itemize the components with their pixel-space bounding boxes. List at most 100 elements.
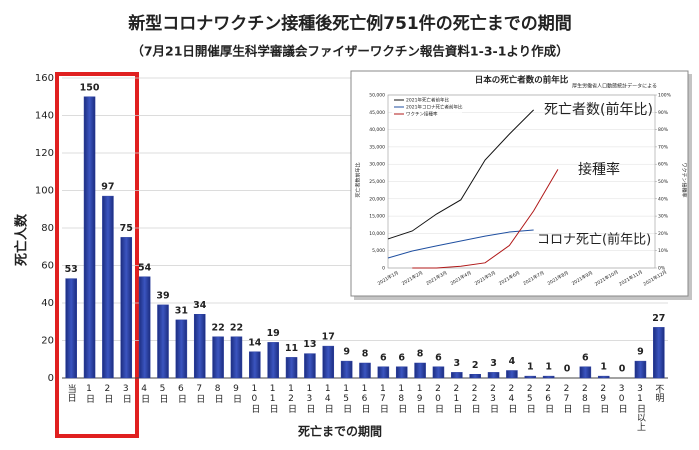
data-label: 9 <box>637 347 644 358</box>
x-tick-label: 22日 <box>470 384 480 413</box>
x-tick-label: 17日 <box>378 384 388 413</box>
x-tick-label: 7日 <box>194 384 204 403</box>
x-tick-label: 当日 <box>66 383 76 402</box>
y-tick-label: 45,000 <box>369 110 385 116</box>
y-tick-label: 10,000 <box>369 231 385 237</box>
bar <box>377 366 390 379</box>
inset <box>350 70 692 300</box>
bar <box>506 370 518 379</box>
bar <box>432 366 445 379</box>
bar <box>340 360 353 379</box>
bar <box>451 372 463 379</box>
y2-tick-label: 70% <box>658 144 669 150</box>
legend-label: 2021年死亡者前年比 <box>406 97 449 104</box>
data-label: 6 <box>380 352 387 363</box>
x-tick-label: 28日 <box>580 384 590 413</box>
annotation: コロナ死亡(前年比) <box>537 232 651 248</box>
data-label: 0 <box>619 364 626 375</box>
y-tick-label: 80 <box>41 223 54 234</box>
x-tick-label: 26日 <box>543 384 553 413</box>
bar <box>120 237 133 379</box>
y-tick-label: 0 <box>48 373 54 384</box>
y2-axis-label: ワクチン接種率 <box>681 162 688 197</box>
data-label: 27 <box>652 313 665 324</box>
x-tick-label: 13日 <box>304 384 314 413</box>
bar <box>304 353 316 379</box>
data-label: 6 <box>398 352 405 363</box>
y2-tick-label: 30% <box>658 214 669 220</box>
data-label: 1 <box>527 362 534 373</box>
y-tick-label: 25,000 <box>369 179 385 185</box>
data-label: 8 <box>362 349 369 360</box>
data-label: 6 <box>435 352 442 363</box>
bar <box>65 278 77 379</box>
annotation: 接種率 <box>578 161 620 178</box>
data-label: 34 <box>193 300 207 311</box>
data-label: 14 <box>248 337 262 348</box>
x-tick-label: 31日以上 <box>635 384 646 431</box>
x-tick-label: 6日 <box>176 384 186 403</box>
y2-tick-label: 20% <box>658 231 669 237</box>
legend-box <box>392 97 462 103</box>
data-label: 6 <box>582 352 589 363</box>
bar <box>469 374 481 379</box>
y2-tick-label: 50% <box>658 179 669 185</box>
y-axis-label: 死亡人数 <box>14 213 30 266</box>
legend-box <box>392 104 462 110</box>
y-tick-label: 0 <box>382 266 385 272</box>
bar <box>579 366 592 379</box>
data-label: 39 <box>156 290 169 301</box>
y-tick-label: 100 <box>35 186 54 197</box>
y-tick-label: 120 <box>35 148 54 159</box>
data-label: 19 <box>267 328 280 339</box>
data-label: 22 <box>211 322 224 333</box>
plot-frame <box>387 94 656 269</box>
annotation: 死亡者数(前年比) <box>544 101 653 118</box>
data-label: 2 <box>472 360 479 371</box>
line-series <box>412 169 559 269</box>
x-tick-label: 19日 <box>415 384 425 413</box>
bar <box>193 314 206 379</box>
x-tick-label: 11日 <box>268 384 278 413</box>
y-tick-label: 60 <box>41 261 54 272</box>
chart-subtitle: （7月21日開催厚生科学審議会ファイザーワクチン報告資料1-3-1より作成） <box>131 44 568 59</box>
x-tick-label: 10日 <box>249 384 259 413</box>
x-tick-label: 12日 <box>286 384 296 413</box>
y-tick-label: 15,000 <box>369 214 385 220</box>
y2-tick-label: 90% <box>658 110 669 116</box>
bar <box>414 362 426 379</box>
y-tick-label: 20 <box>41 336 54 347</box>
data-label: 150 <box>80 82 100 93</box>
y2-tick-label: 60% <box>658 162 669 168</box>
y2-tick-label: 80% <box>658 127 669 133</box>
inset-note: 厚生労働省人口動態統計データによる <box>572 83 657 90</box>
bar <box>487 372 500 379</box>
data-label: 31 <box>175 305 188 316</box>
x-tick-label: 2日 <box>102 384 112 403</box>
x-tick-label: 21日 <box>451 384 461 413</box>
bar <box>524 375 537 379</box>
x-tick-label: 14日 <box>323 384 333 413</box>
highlight-box <box>55 72 139 438</box>
x-tick-label: 1日 <box>84 384 94 403</box>
x-tick-label: 8日 <box>213 384 223 403</box>
bar <box>102 195 114 379</box>
y-tick-label: 5,000 <box>372 248 385 254</box>
x-tick-label: 24日 <box>506 384 516 413</box>
bar <box>359 362 371 379</box>
bar <box>285 357 298 379</box>
x-tick-label: 16日 <box>360 384 370 413</box>
y2-tick-label: 0% <box>658 266 666 272</box>
legend-box <box>392 111 462 117</box>
y-tick-label: 35,000 <box>369 144 385 150</box>
x-tick-label: 27日 <box>562 384 572 413</box>
legend-label: ワクチン接種率 <box>406 111 438 118</box>
y-tick-label: 160 <box>35 73 54 84</box>
legend-label: 2021年コロナ死亡者前年比 <box>406 104 463 111</box>
data-label: 53 <box>65 264 78 275</box>
data-label: 22 <box>230 322 243 333</box>
data-label: 9 <box>343 347 350 358</box>
line-series <box>387 229 534 259</box>
bar <box>322 345 335 379</box>
